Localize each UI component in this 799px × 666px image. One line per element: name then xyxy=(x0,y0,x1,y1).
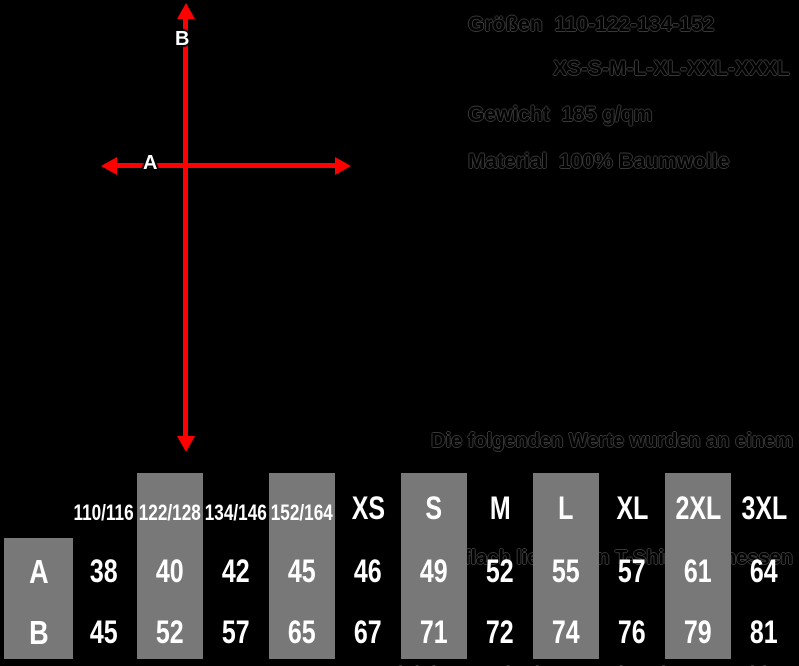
measurement-value: 49 xyxy=(420,553,448,589)
product-info-weight: Gewicht 185 g/qm xyxy=(468,103,653,126)
measurement-cell-a: 46 xyxy=(335,551,401,591)
measurement-value: 52 xyxy=(486,553,514,589)
measurement-value: 71 xyxy=(420,614,448,650)
size-header-label: L xyxy=(558,490,574,526)
measurement-value: 81 xyxy=(750,614,778,650)
measurement-value: 55 xyxy=(552,553,580,589)
measurement-value: 79 xyxy=(684,614,712,650)
size-header: 3XL xyxy=(731,479,797,524)
size-column-shade xyxy=(137,473,203,659)
measurement-cell-a: 45 xyxy=(269,551,335,591)
measurement-value: 57 xyxy=(618,553,646,589)
size-header: M xyxy=(467,479,533,524)
size-header: XL xyxy=(599,479,665,524)
measurement-value: 40 xyxy=(156,553,184,589)
measurement-cell-a: 52 xyxy=(467,551,533,591)
measurement-cell-a: 40 xyxy=(137,551,203,591)
size-header-label: 152/164 xyxy=(270,500,334,525)
measurement-value: 52 xyxy=(156,614,184,650)
measurement-cell-b: 67 xyxy=(335,612,401,652)
size-header: L xyxy=(533,479,599,524)
row-label-text: B xyxy=(28,613,49,651)
measurement-value: 61 xyxy=(684,553,712,589)
measurement-value: 76 xyxy=(618,614,646,650)
measurement-note-line-1: Die folgenden Werte wurden an einem xyxy=(431,430,793,452)
measurement-value: 67 xyxy=(354,614,382,650)
row-label-a: A xyxy=(4,551,73,591)
measurement-value: 64 xyxy=(750,553,778,589)
size-header-label: 122/128 xyxy=(138,500,202,525)
measurement-value: 45 xyxy=(288,553,316,589)
size-header-label: 2XL xyxy=(675,490,721,526)
size-header: 122/128 xyxy=(137,479,203,524)
measurement-cell-b: 57 xyxy=(203,612,269,652)
size-column-shade xyxy=(401,473,467,659)
size-header-label: 134/146 xyxy=(204,500,268,525)
measurement-cell-b: 79 xyxy=(665,612,731,652)
size-header-label: S xyxy=(425,490,443,526)
size-header-label: 110/116 xyxy=(73,500,135,525)
size-header-label: XL xyxy=(616,490,648,526)
measurement-cell-a: 55 xyxy=(533,551,599,591)
size-header: 134/146 xyxy=(203,479,269,524)
measurement-cell-a: 49 xyxy=(401,551,467,591)
measurement-cell-a: 64 xyxy=(731,551,797,591)
arrow-down-icon xyxy=(177,436,195,452)
row-label-text: A xyxy=(28,552,49,590)
product-info-material: Material 100% Baumwolle xyxy=(468,150,730,173)
size-header-label: M xyxy=(489,490,511,526)
product-info-sizes-adult: XS-S-M-L-XL-XXL-XXXL xyxy=(553,57,790,80)
size-header: 110/116 xyxy=(71,479,137,524)
height-measure-label: B xyxy=(175,28,190,50)
measurement-value: 38 xyxy=(90,553,118,589)
width-measure-line xyxy=(112,163,340,168)
measurement-cell-a: 61 xyxy=(665,551,731,591)
row-label-b: B xyxy=(4,612,73,652)
measurement-value: 65 xyxy=(288,614,316,650)
size-column-shade xyxy=(665,473,731,659)
arrow-left-icon xyxy=(101,157,117,175)
size-column-shade xyxy=(269,473,335,659)
row-label-column-shade xyxy=(4,538,73,659)
size-header: XS xyxy=(335,479,401,524)
measurement-cell-b: 76 xyxy=(599,612,665,652)
measurement-cell-a: 42 xyxy=(203,551,269,591)
measurement-cell-b: 74 xyxy=(533,612,599,652)
measurement-value: 57 xyxy=(222,614,250,650)
size-header-label: XS xyxy=(351,490,385,526)
product-info-sizes-kids: Größen 110-122-134-152 xyxy=(468,13,715,36)
measurement-cell-b: 72 xyxy=(467,612,533,652)
size-header: S xyxy=(401,479,467,524)
measurement-cell-b: 81 xyxy=(731,612,797,652)
measurement-value: 72 xyxy=(486,614,514,650)
size-header-label: 3XL xyxy=(741,490,787,526)
measurement-note-line-3: Vergleiche es mit einem Vorhandenen T-Sh… xyxy=(354,656,793,666)
arrow-up-icon xyxy=(177,3,195,19)
size-header: 152/164 xyxy=(269,479,335,524)
size-header: 2XL xyxy=(665,479,731,524)
measurement-cell-b: 65 xyxy=(269,612,335,652)
measurement-cell-b: 52 xyxy=(137,612,203,652)
height-measure-line xyxy=(183,14,188,440)
measurement-cell-b: 71 xyxy=(401,612,467,652)
measurement-cell-a: 57 xyxy=(599,551,665,591)
measurement-cell-a: 38 xyxy=(71,551,137,591)
measurement-cell-b: 45 xyxy=(71,612,137,652)
measurement-value: 42 xyxy=(222,553,250,589)
measurement-value: 46 xyxy=(354,553,382,589)
arrow-right-icon xyxy=(335,157,351,175)
size-column-shade xyxy=(533,473,599,659)
measurement-value: 74 xyxy=(552,614,580,650)
measurement-value: 45 xyxy=(90,614,118,650)
width-measure-label: A xyxy=(143,152,158,174)
